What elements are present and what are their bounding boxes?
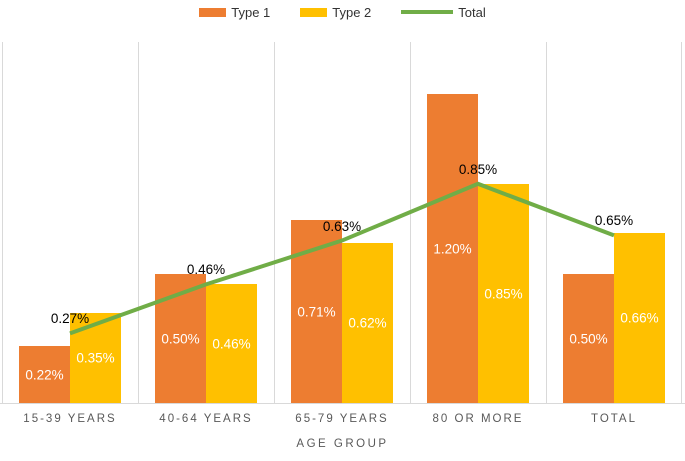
bar-type-2: 0.85%	[478, 184, 529, 403]
legend-label: Type 2	[332, 4, 372, 20]
vertical-gridline	[681, 42, 682, 403]
total-line-path	[69, 181, 615, 336]
vertical-gridline	[2, 42, 3, 403]
bar-type-2: 0.62%	[342, 243, 393, 403]
legend: Type 1 Type 2 Total	[0, 1, 685, 23]
x-axis-title: AGE GROUP	[296, 438, 389, 450]
vertical-gridline	[138, 42, 139, 403]
bar-data-label: 0.50%	[161, 331, 200, 346]
x-axis-category-labels: 15-39 YEARS 40-64 YEARS 65-79 YEARS 80 OR M…	[2, 413, 682, 425]
x-axis-line	[0, 403, 685, 404]
plot-area: 0.22% 0.50% 0.71% 1.20% 0.50% 0.35% 0.46% 0.62%…	[2, 42, 682, 403]
x-axis-category-label: 80 OR MORE	[432, 413, 524, 425]
line-data-label: 0.63%	[322, 219, 362, 234]
vertical-gridline	[274, 42, 275, 403]
legend-label: Type 1	[231, 4, 271, 20]
x-axis-category-label: 15-39 YEARS	[23, 413, 117, 425]
x-axis-category-label: 65-79 YEARS	[295, 413, 389, 425]
vertical-gridline	[546, 42, 547, 403]
vertical-gridline	[410, 42, 411, 403]
legend-line-swatch-icon	[401, 10, 454, 14]
legend-item-type-1: Type 1	[199, 5, 270, 20]
legend-label: Total	[458, 4, 486, 20]
bar-type-2: 0.35%	[70, 313, 121, 403]
bar-data-label: 0.35%	[76, 350, 115, 366]
total-line	[69, 181, 615, 336]
bar-type-1: 0.22%	[19, 346, 70, 403]
legend-item-type-2: Type 2	[300, 5, 371, 20]
bar-type-2: 0.66%	[614, 233, 665, 403]
bar-data-label: 0.46%	[212, 336, 251, 351]
bar-type-1: 1.20%	[427, 94, 478, 403]
bar-type-2: 0.46%	[206, 284, 257, 403]
x-axis-category-label: 40-64 YEARS	[159, 413, 253, 425]
line-data-label: 0.27%	[50, 311, 90, 326]
bar-data-label: 0.22%	[25, 367, 64, 382]
x-axis-category-label: TOTAL	[591, 413, 637, 425]
bar-type-1: 0.50%	[563, 274, 614, 403]
legend-item-total: Total	[401, 4, 486, 20]
legend-color-swatch-icon	[199, 7, 227, 17]
bar-data-label: 1.20%	[433, 241, 472, 256]
bar-data-label: 0.66%	[620, 310, 659, 326]
bar-data-label: 0.50%	[569, 331, 608, 346]
bar-data-label: 0.85%	[484, 286, 523, 301]
bar-data-label: 0.62%	[348, 315, 387, 331]
line-data-label: 0.46%	[186, 262, 226, 277]
line-data-label: 0.85%	[458, 162, 498, 177]
line-data-label: 0.65%	[594, 213, 634, 228]
legend-color-swatch-icon	[300, 7, 328, 17]
bar-data-label: 0.71%	[297, 304, 336, 319]
